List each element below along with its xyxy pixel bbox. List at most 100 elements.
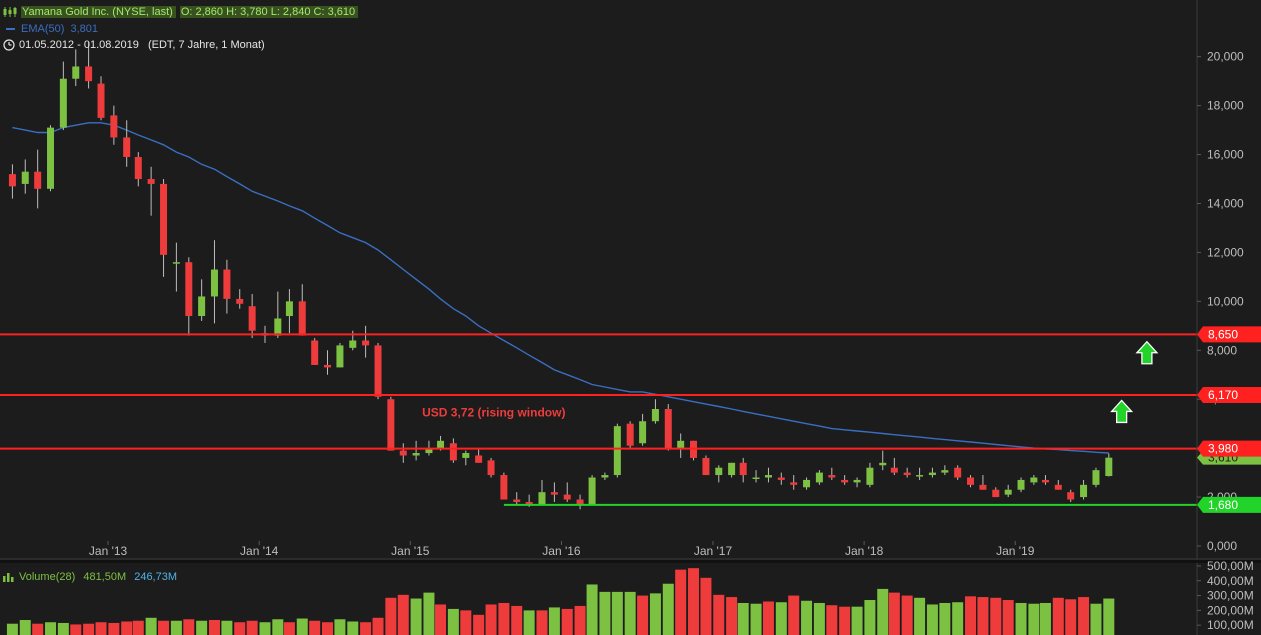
level-tag: 1,680 — [1197, 496, 1261, 513]
candle — [728, 462, 736, 478]
candle-body — [866, 467, 874, 485]
candle-body — [437, 440, 445, 449]
level-tag-bg — [1197, 387, 1261, 404]
candle — [576, 494, 584, 510]
volume-avg-value: 246,73M — [134, 571, 178, 583]
volume-bar — [813, 602, 825, 635]
candle-body — [123, 137, 131, 158]
volume-bar — [700, 577, 712, 635]
candle-body — [928, 472, 936, 476]
volume-bar — [662, 583, 674, 635]
volume-bar — [70, 624, 82, 635]
candle-body — [1004, 489, 1012, 495]
candle-body — [841, 479, 849, 483]
candle — [677, 433, 685, 458]
candle-body — [576, 499, 584, 505]
panel-gap — [0, 560, 1261, 563]
candle — [8, 164, 16, 199]
y-tick-label: 0,000 — [1207, 539, 1237, 553]
volume-bar — [259, 622, 271, 635]
candle-body — [236, 298, 244, 304]
y-tick-label: 10,000 — [1207, 294, 1244, 308]
candle-body — [715, 467, 723, 476]
horizontal-levels — [0, 333, 1261, 506]
candle — [1041, 475, 1049, 485]
volume-bar — [511, 605, 523, 635]
candle-body — [525, 501, 533, 505]
volume-bar — [498, 602, 510, 635]
candle — [324, 350, 332, 375]
level-tag-label: 8,650 — [1208, 327, 1238, 341]
volume-y-tick-label: 200,00M — [1207, 603, 1254, 617]
volume-bar — [901, 595, 913, 635]
candle-body — [336, 345, 344, 368]
candle-body — [1092, 470, 1100, 485]
candle — [336, 342, 344, 368]
volume-bar — [447, 608, 459, 635]
candle — [954, 465, 962, 480]
candle-body — [513, 499, 521, 502]
candle — [487, 457, 495, 478]
volume-bar — [183, 619, 195, 635]
candle-body — [979, 484, 987, 490]
volume-bar — [485, 604, 497, 635]
candle-body — [777, 477, 785, 480]
candle — [274, 291, 282, 339]
volume-bar — [548, 607, 560, 635]
candle-body — [1030, 477, 1038, 483]
candle — [588, 475, 596, 505]
candle — [1030, 475, 1038, 485]
candle — [462, 450, 470, 466]
candle — [967, 475, 975, 488]
volume-bar — [410, 598, 422, 635]
volume-bar — [649, 593, 661, 635]
candle — [1092, 467, 1100, 488]
y-tick-label: 8,000 — [1207, 343, 1237, 357]
volume-bar — [360, 622, 372, 635]
ema-layer — [12, 122, 1109, 454]
level-tag-bg — [1197, 496, 1261, 513]
volume-bar — [1103, 598, 1115, 635]
candle — [185, 257, 193, 336]
volume-label: Volume(28) — [19, 571, 76, 583]
candle — [374, 342, 382, 400]
volume-bar — [6, 623, 18, 635]
candle — [651, 399, 659, 424]
candle — [702, 455, 710, 476]
candle — [298, 284, 306, 336]
arrow-markers — [1110, 340, 1159, 424]
volume-bar — [611, 591, 623, 635]
candle — [1004, 484, 1012, 498]
candle-body — [47, 127, 55, 189]
volume-bar — [1039, 602, 1051, 635]
bar-chart-icon — [3, 573, 14, 583]
volume-bar — [423, 592, 435, 635]
volume-bar — [385, 597, 397, 635]
candle-body — [362, 340, 370, 346]
level-tag-label: 6,170 — [1208, 388, 1238, 402]
candle-body — [449, 443, 457, 461]
volume-bar — [121, 621, 133, 635]
candle-body — [285, 301, 293, 317]
volume-bar — [737, 602, 749, 635]
volume-bar — [801, 600, 813, 635]
candle-body — [462, 453, 470, 458]
candle-body — [1041, 479, 1049, 483]
y-tick-label: 18,000 — [1207, 99, 1244, 113]
x-tick-label: Jan '17 — [694, 544, 733, 558]
volume-bar — [272, 619, 284, 635]
volume-bar — [309, 620, 321, 635]
volume-bar — [296, 618, 308, 635]
volume-bar — [926, 604, 938, 635]
volume-bar — [637, 595, 649, 635]
candle — [613, 423, 621, 478]
candle-body — [160, 183, 168, 255]
candle-body — [248, 306, 256, 331]
volume-bar — [726, 597, 738, 635]
volume-bars — [6, 568, 1115, 635]
candle-body — [500, 475, 508, 500]
volume-bar — [83, 623, 95, 635]
